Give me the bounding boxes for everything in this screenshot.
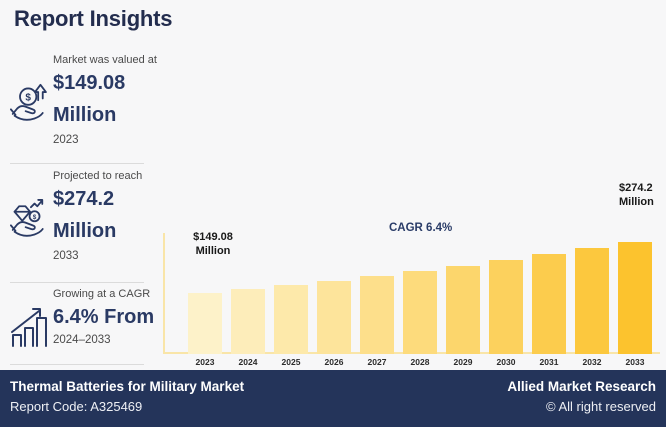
start-unit-line: Million: [195, 245, 231, 258]
x-axis-tick-label: 2025: [281, 357, 301, 367]
stat-projected: $ Projected to reach $274.2 Million 2033: [10, 170, 160, 262]
chart-bar: [532, 254, 566, 354]
y-axis-line: [163, 233, 165, 353]
stat-period: 2033: [53, 250, 79, 262]
x-axis-tick-label: 2030: [496, 357, 516, 367]
x-axis-tick-label: 2029: [453, 357, 473, 367]
cagr-annotation: CAGR 6.4%: [389, 222, 453, 234]
footer-bar: Thermal Batteries for Military Market Re…: [0, 370, 666, 427]
coin-hand-growth-icon: $: [10, 83, 47, 121]
x-axis-tick-label: 2027: [367, 357, 387, 367]
copyright-text: © All right reserved: [545, 399, 656, 414]
chart-bar: [317, 281, 351, 354]
divider: [10, 364, 144, 365]
x-axis-tick-label: 2028: [410, 357, 430, 367]
stat-cagr: Growing at a CAGR 6.4% From 2024–2033: [10, 288, 160, 347]
chart-bar: [446, 266, 480, 354]
stat-label: Market was valued at: [53, 54, 157, 66]
start-value-annotation: $149.08 Million: [177, 230, 249, 259]
divider: [10, 163, 144, 164]
chart-bar: [575, 248, 609, 354]
x-axis-tick-label: 2026: [324, 357, 344, 367]
stat-market-valued: $ Market was valued at $149.08 Million 2…: [10, 54, 160, 146]
chart-bar: [231, 289, 265, 354]
report-title: Thermal Batteries for Military Market: [10, 379, 245, 394]
growth-bars-icon: [11, 308, 47, 347]
footer-right: Allied Market Research © All right reser…: [507, 379, 656, 427]
chart-bar: [489, 260, 523, 354]
svg-text:$: $: [33, 214, 37, 221]
end-value-line: $274.2: [619, 182, 653, 194]
footer-left: Thermal Batteries for Military Market Re…: [10, 379, 244, 427]
chart-bar: [403, 271, 437, 354]
end-value-annotation: $274.2 Million: [619, 181, 654, 210]
stat-period: 2024–2033: [53, 334, 111, 346]
page-title: Report Insights: [14, 6, 173, 31]
brand-name: Allied Market Research: [507, 379, 656, 394]
svg-text:$: $: [25, 92, 31, 103]
diamond-hand-icon: $: [10, 199, 44, 237]
stat-unit: Million: [53, 104, 117, 126]
end-unit-line: Million: [619, 196, 654, 209]
stat-value: $274.2: [53, 188, 115, 210]
stat-value: 6.4% From: [53, 306, 155, 328]
chart-bar: [188, 293, 222, 354]
x-axis-tick-label: 2032: [582, 357, 602, 367]
chart-bar: [360, 276, 394, 354]
stat-period: 2023: [53, 134, 79, 146]
stat-unit: Million: [53, 220, 117, 242]
x-axis-tick-label: 2031: [539, 357, 559, 367]
chart-bar: [618, 242, 652, 354]
chart-bar: [274, 285, 308, 354]
x-axis-tick-label: 2033: [625, 357, 645, 367]
stat-label: Projected to reach: [53, 170, 143, 182]
x-axis-tick-label: 2023: [195, 357, 215, 367]
stat-label: Growing at a CAGR: [53, 288, 151, 300]
x-axis-tick-label: 2024: [238, 357, 258, 367]
market-bar-chart: 2023 2024 2025 2026 2027 2028 2029 2030 2031 2032…: [163, 175, 660, 367]
divider: [10, 282, 144, 283]
stat-value: $149.08: [53, 72, 126, 94]
report-code: Report Code: A325469: [10, 399, 143, 414]
start-value-line: $149.08: [193, 231, 233, 243]
